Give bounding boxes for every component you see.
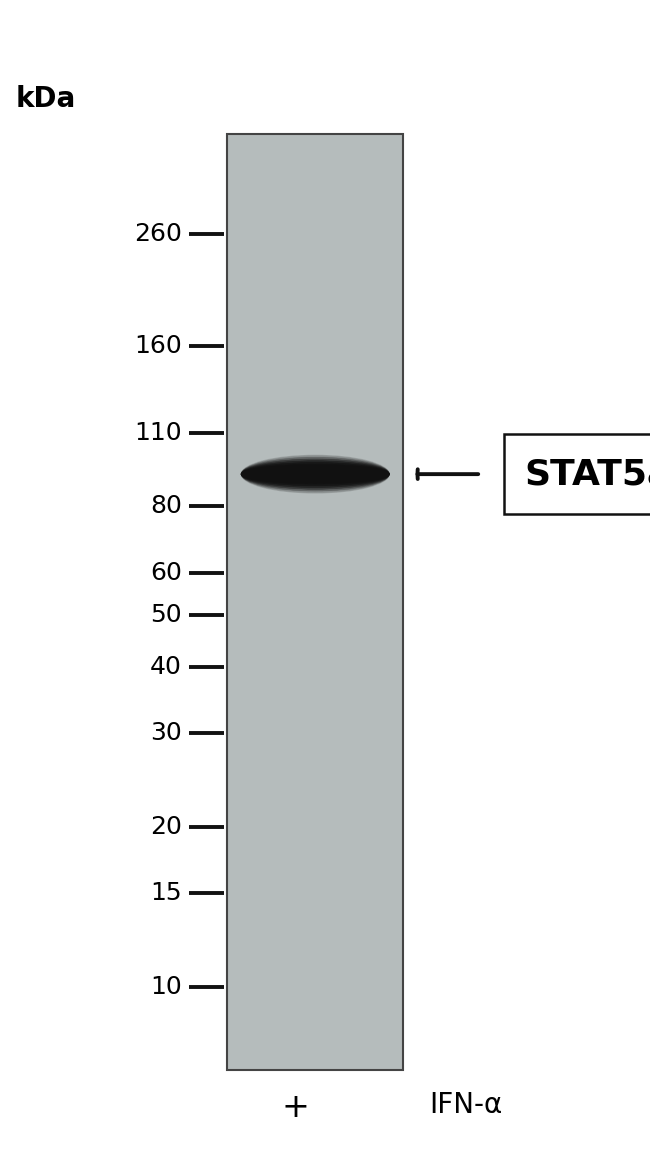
Text: 60: 60: [150, 561, 182, 584]
Ellipse shape: [242, 464, 389, 484]
Ellipse shape: [242, 461, 389, 487]
Ellipse shape: [242, 470, 389, 479]
Ellipse shape: [242, 463, 389, 486]
Text: 160: 160: [135, 334, 182, 358]
FancyBboxPatch shape: [504, 435, 650, 514]
Text: 40: 40: [150, 655, 182, 679]
Text: 260: 260: [134, 222, 182, 245]
Text: 20: 20: [150, 815, 182, 839]
Text: 110: 110: [135, 421, 182, 445]
Ellipse shape: [242, 459, 389, 490]
Text: 10: 10: [150, 975, 182, 999]
Ellipse shape: [242, 466, 389, 483]
Ellipse shape: [242, 457, 389, 491]
Text: kDa: kDa: [16, 85, 75, 113]
Bar: [227, 134, 403, 1070]
Ellipse shape: [242, 456, 389, 493]
Text: +: +: [282, 1091, 309, 1123]
Ellipse shape: [242, 468, 389, 480]
Text: 15: 15: [150, 881, 182, 906]
Text: 30: 30: [150, 721, 182, 745]
Text: IFN-α: IFN-α: [429, 1091, 502, 1119]
Text: STAT5a: STAT5a: [525, 457, 650, 491]
Text: 80: 80: [150, 494, 182, 518]
Text: 50: 50: [150, 603, 182, 627]
